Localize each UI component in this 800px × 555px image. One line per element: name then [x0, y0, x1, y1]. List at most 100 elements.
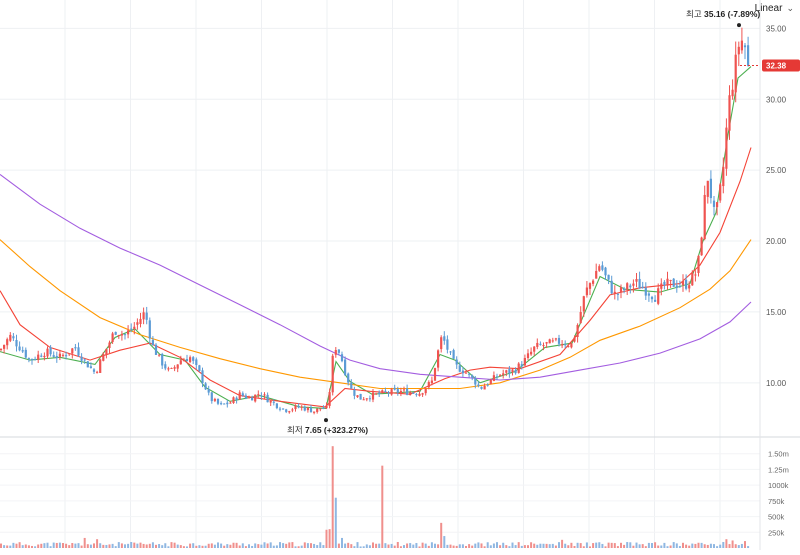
volume-bar — [613, 543, 616, 548]
candle-body — [83, 359, 86, 361]
candle-body — [446, 339, 449, 350]
candle-body — [117, 335, 120, 337]
candle-body — [55, 356, 58, 359]
candle-body — [74, 347, 77, 349]
candle-body — [663, 281, 666, 286]
volume-bar — [148, 543, 151, 548]
volume-bar — [709, 543, 712, 548]
volume-bar — [176, 544, 179, 548]
candle-body — [96, 371, 99, 373]
candle-body — [644, 287, 647, 296]
price-tick-label: 30.00 — [766, 95, 787, 104]
volume-bar — [660, 545, 663, 548]
candle-body — [492, 375, 495, 381]
volume-bar — [452, 545, 455, 548]
volume-bar — [651, 543, 653, 548]
volume-bar — [111, 543, 114, 548]
volume-bar — [257, 544, 260, 548]
volume-bar — [186, 546, 188, 548]
candle-body — [706, 180, 709, 197]
candle-body — [254, 394, 257, 402]
volume-bar — [418, 546, 421, 548]
candle-body — [322, 407, 325, 409]
volume-bar — [654, 542, 657, 548]
candle-body — [306, 407, 309, 411]
volume-bar — [489, 545, 492, 548]
candle-body — [244, 395, 247, 399]
volume-bar — [179, 545, 182, 548]
candle-body — [412, 392, 415, 394]
volume-bar — [713, 544, 715, 548]
candle-body — [127, 330, 130, 335]
volume-bar — [347, 542, 350, 548]
candle-body — [712, 200, 716, 207]
volume-bar — [381, 465, 384, 548]
price-tick-label: 25.00 — [766, 166, 787, 175]
candle-body — [226, 402, 229, 405]
volume-bar — [474, 543, 477, 548]
candle-body — [291, 409, 294, 411]
volume-bar — [437, 544, 440, 548]
volume-bar — [272, 545, 275, 548]
volume-bar — [706, 544, 709, 548]
candle-body — [99, 359, 102, 373]
candle-body — [80, 356, 83, 361]
candle-body — [105, 348, 108, 355]
price-tick-label: 10.00 — [766, 379, 787, 388]
candle-body — [282, 408, 285, 410]
candle-body — [142, 312, 145, 320]
candle-body — [688, 285, 691, 289]
volume-bar — [260, 544, 263, 548]
volume-bar — [734, 544, 737, 548]
scale-mode-dropdown[interactable]: Linear ⌄ — [755, 0, 794, 16]
volume-bar — [337, 543, 340, 548]
volume-bar — [120, 543, 123, 548]
candle-body — [6, 339, 9, 346]
volume-bar — [505, 545, 508, 548]
candle-body — [9, 334, 12, 341]
candle-body — [15, 339, 18, 347]
candle-body — [623, 288, 626, 291]
candle-body — [229, 402, 232, 404]
candle-body — [477, 384, 480, 386]
volume-bar — [393, 545, 396, 548]
candle-body — [133, 326, 136, 329]
candle-body — [325, 405, 328, 409]
volume-bar — [616, 546, 619, 548]
candle-body — [207, 389, 210, 393]
volume-bar — [105, 544, 108, 548]
volume-bar — [155, 544, 157, 548]
candle-body — [650, 296, 654, 300]
volume-bar — [198, 545, 201, 548]
volume-bar — [468, 544, 471, 548]
volume-bar — [362, 546, 365, 548]
volume-bar — [517, 542, 520, 548]
candle-body — [455, 359, 458, 365]
volume-bar — [217, 542, 219, 548]
volume-bar — [201, 545, 204, 548]
volume-bar — [722, 542, 725, 548]
volume-bar — [731, 540, 734, 548]
volume-bar — [313, 543, 316, 548]
candle-body — [123, 334, 127, 336]
candle-body — [468, 373, 471, 375]
volume-bar — [232, 542, 235, 548]
candle-body — [275, 403, 278, 409]
candle-body — [489, 379, 492, 384]
volume-bar — [399, 546, 402, 548]
volume-bar — [740, 543, 743, 548]
volume-bar — [747, 546, 750, 548]
candle-body — [368, 398, 371, 400]
candle-body — [71, 348, 74, 354]
candle-body — [573, 337, 576, 342]
volume-bar — [666, 546, 669, 548]
volume-bar — [127, 543, 130, 548]
volume-bar — [182, 546, 185, 548]
volume-bar — [629, 542, 632, 548]
candle-body — [464, 372, 468, 374]
volume-bar — [27, 545, 30, 548]
candle-body — [232, 397, 235, 404]
candle-body — [595, 270, 598, 279]
